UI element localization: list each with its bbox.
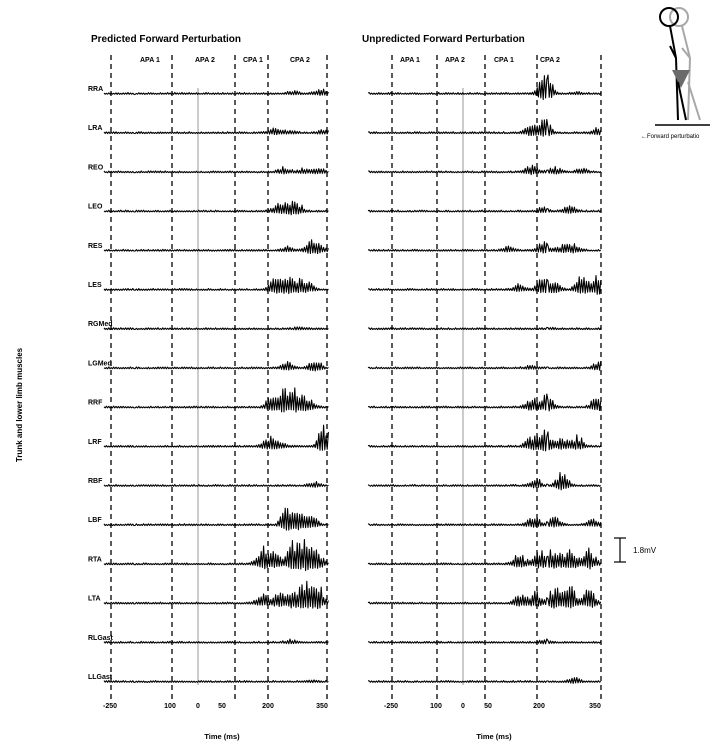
scale-bar-label: 1.8mV bbox=[633, 546, 657, 555]
emg-trace-res bbox=[103, 239, 329, 255]
emg-trace-rgmed bbox=[103, 326, 329, 331]
phase-label: APA 2 bbox=[445, 57, 465, 64]
phase-label: APA 2 bbox=[195, 57, 215, 64]
phase-label: APA 1 bbox=[400, 57, 420, 64]
muscle-label: RLGast bbox=[88, 635, 114, 642]
muscle-label: REO bbox=[88, 164, 104, 171]
muscle-label: LRF bbox=[88, 439, 102, 446]
emg-trace-rlgast bbox=[103, 638, 329, 645]
muscle-label: RRF bbox=[88, 400, 103, 407]
emg-trace-rta bbox=[367, 547, 602, 570]
emg-trace-les bbox=[368, 274, 602, 295]
emg-trace-rra bbox=[367, 74, 602, 101]
forward-perturbation-label: ←Forward perturbatio bbox=[641, 134, 700, 140]
muscle-label: RRA bbox=[88, 86, 103, 93]
emg-trace-rbf bbox=[103, 480, 329, 488]
muscle-label: LBF bbox=[88, 517, 102, 524]
muscle-label: LES bbox=[88, 282, 102, 289]
perturbation-inset: ←Forward perturbatio bbox=[641, 7, 710, 140]
x-tick-label: 200 bbox=[262, 703, 274, 710]
emg-trace-lbf bbox=[367, 516, 602, 528]
x-tick-label: 100 bbox=[164, 703, 176, 710]
emg-trace-lra bbox=[103, 127, 329, 136]
x-tick-label: 50 bbox=[218, 703, 226, 710]
panel-title-predicted: Predicted Forward Perturbation bbox=[91, 34, 241, 45]
muscle-label: LTA bbox=[88, 596, 101, 603]
emg-trace-rrf bbox=[367, 393, 602, 412]
panel-predicted: APA 1 APA 2 CPA 1 CPA 2 -250 100 0 50 200 350 RRA L… bbox=[88, 55, 329, 710]
arrow-left-icon: ← bbox=[641, 134, 647, 140]
emg-trace-lrf bbox=[367, 429, 602, 452]
emg-trace-llgast bbox=[103, 679, 329, 684]
muscle-label: RES bbox=[88, 243, 103, 250]
emg-trace-llgast bbox=[367, 676, 602, 684]
x-tick-label: 50 bbox=[484, 703, 492, 710]
emg-trace-lgmed bbox=[367, 361, 602, 371]
emg-trace-rrf bbox=[103, 387, 329, 413]
emg-trace-les bbox=[103, 276, 329, 295]
x-tick-label: 0 bbox=[461, 703, 465, 710]
muscle-label: RBF bbox=[88, 478, 103, 485]
muscle-label: LEO bbox=[88, 204, 103, 211]
emg-trace-lrf bbox=[103, 424, 329, 451]
emg-trace-rgmed bbox=[367, 326, 602, 331]
emg-trace-lbf bbox=[103, 507, 329, 531]
emg-trace-lra bbox=[367, 118, 602, 137]
emg-trace-lta bbox=[367, 585, 602, 609]
emg-trace-lgmed bbox=[103, 361, 329, 372]
stick-figure-icon bbox=[655, 7, 710, 126]
y-axis-label: Trunk and lower limb muscles bbox=[15, 347, 24, 462]
phase-label: CPA 1 bbox=[243, 57, 263, 64]
x-tick-label: 100 bbox=[430, 703, 442, 710]
x-tick-label: 350 bbox=[316, 703, 328, 710]
panel-unpredicted: APA 1 APA 2 CPA 1 CPA 2 -250 100 0 50 200 350 bbox=[367, 55, 602, 710]
emg-trace-reo bbox=[368, 164, 602, 176]
x-tick-label: -250 bbox=[103, 703, 117, 710]
x-axis-label-unpredicted: Time (ms) bbox=[476, 732, 512, 741]
muscle-label: LRA bbox=[88, 125, 102, 132]
muscle-label: LGMed bbox=[88, 360, 112, 367]
x-tick-label: 350 bbox=[589, 703, 601, 710]
emg-trace-rra bbox=[103, 88, 329, 96]
muscle-label: LLGast bbox=[88, 674, 113, 681]
phase-label: CPA 2 bbox=[540, 57, 560, 64]
emg-trace-res bbox=[367, 241, 602, 254]
x-tick-label: 0 bbox=[196, 703, 200, 710]
panel-title-unpredicted: Unpredicted Forward Perturbation bbox=[362, 34, 525, 45]
emg-trace-leo bbox=[103, 200, 329, 216]
emg-trace-reo bbox=[103, 166, 329, 175]
phase-label: APA 1 bbox=[140, 57, 160, 64]
x-tick-label: -250 bbox=[384, 703, 398, 710]
x-tick-label: 200 bbox=[533, 703, 545, 710]
muscle-label: RGMed bbox=[88, 321, 113, 328]
emg-trace-rta bbox=[103, 538, 329, 572]
emg-trace-rbf bbox=[367, 471, 602, 491]
phase-label: CPA 2 bbox=[290, 57, 310, 64]
phase-label: CPA 1 bbox=[494, 57, 514, 64]
emg-trace-leo bbox=[367, 205, 602, 214]
emg-trace-lta bbox=[103, 580, 329, 610]
x-axis-label-predicted: Time (ms) bbox=[204, 732, 240, 741]
scale-bar: 1.8mV bbox=[614, 537, 657, 563]
muscle-label: RTA bbox=[88, 556, 102, 563]
emg-trace-rlgast bbox=[367, 638, 602, 645]
